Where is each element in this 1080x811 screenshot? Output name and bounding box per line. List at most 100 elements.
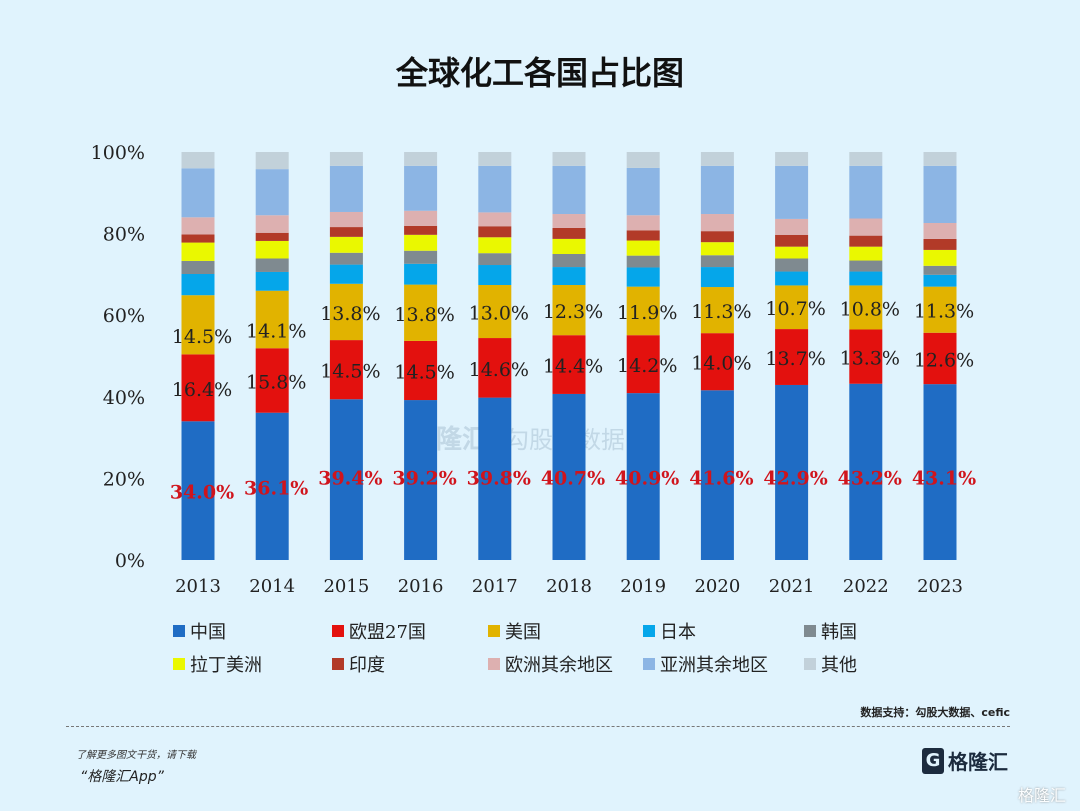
bar-segment bbox=[552, 393, 586, 560]
bar-segment bbox=[329, 165, 363, 212]
data-label: 10.7% bbox=[765, 298, 825, 320]
x-tick-label: 2015 bbox=[323, 576, 369, 597]
data-label: 39.2% bbox=[392, 467, 456, 489]
bar-segment bbox=[552, 254, 586, 268]
bar-segment bbox=[626, 335, 660, 394]
bar-segment bbox=[700, 255, 734, 268]
bar-segment bbox=[552, 335, 586, 394]
data-label: 40.7% bbox=[541, 467, 605, 489]
data-label: 14.5% bbox=[394, 361, 454, 383]
logo-text: 格隆汇 bbox=[948, 750, 1008, 774]
legend-swatch bbox=[173, 625, 185, 637]
bar-segment bbox=[404, 250, 438, 264]
corner-watermark: 格隆汇 bbox=[1018, 786, 1067, 805]
bar-segment bbox=[775, 165, 809, 219]
bar-segment bbox=[552, 227, 586, 239]
bar-segment bbox=[181, 217, 215, 235]
bar-segment bbox=[923, 165, 957, 223]
data-label: 12.3% bbox=[543, 301, 603, 323]
x-tick-label: 2023 bbox=[917, 576, 963, 597]
bar-segment bbox=[329, 399, 363, 560]
bar-segment bbox=[775, 246, 809, 259]
y-tick-label: 40% bbox=[103, 387, 145, 409]
bar-segment bbox=[552, 285, 586, 336]
bar-segment bbox=[404, 165, 438, 211]
x-tick-label: 2018 bbox=[546, 576, 592, 597]
bar-segment bbox=[181, 295, 215, 355]
bar-segment bbox=[626, 230, 660, 241]
data-label: 13.3% bbox=[840, 348, 900, 370]
bar-segment bbox=[923, 274, 957, 287]
bar-segment bbox=[923, 152, 957, 166]
bar-segment bbox=[478, 212, 512, 227]
bar-segment bbox=[478, 265, 512, 286]
promo-text: 了解更多图文干货，请下载 bbox=[76, 750, 196, 761]
legend-swatch bbox=[332, 625, 344, 637]
bar-segment bbox=[404, 263, 438, 285]
data-label: 14.5% bbox=[320, 361, 380, 383]
bar-segment bbox=[181, 273, 215, 296]
data-label: 15.8% bbox=[246, 371, 306, 393]
bar-segment bbox=[700, 231, 734, 243]
bar-segment bbox=[181, 260, 215, 274]
legend-swatch bbox=[643, 625, 655, 637]
legend-swatch bbox=[643, 658, 655, 670]
bar-segment bbox=[478, 397, 512, 560]
bar-segment bbox=[849, 152, 883, 166]
data-label: 13.0% bbox=[469, 303, 529, 325]
data-label: 12.6% bbox=[914, 349, 974, 371]
bar-segment bbox=[700, 165, 734, 215]
bar-segment bbox=[552, 214, 586, 228]
bar-segment bbox=[404, 340, 438, 401]
bar-segment bbox=[626, 152, 660, 168]
data-label: 41.6% bbox=[689, 467, 753, 489]
x-tick-label: 2022 bbox=[843, 576, 889, 597]
data-label: 13.7% bbox=[765, 348, 825, 370]
legend-label: 韩国 bbox=[821, 622, 857, 643]
bar-segment bbox=[181, 168, 215, 218]
bar-segment bbox=[923, 222, 957, 239]
bar-segment bbox=[700, 152, 734, 166]
bar-segment bbox=[923, 286, 957, 333]
bar-segment bbox=[255, 240, 289, 259]
data-label: 40.9% bbox=[615, 467, 679, 489]
bar-segment bbox=[255, 258, 289, 272]
promo-app-name: “格隆汇App” bbox=[80, 769, 164, 785]
bar-segment bbox=[775, 285, 809, 330]
data-label: 14.2% bbox=[617, 355, 677, 377]
legend-label: 中国 bbox=[190, 622, 226, 643]
legend-label: 其他 bbox=[821, 655, 857, 676]
bar-segment bbox=[181, 354, 215, 422]
bar-segment bbox=[775, 329, 809, 385]
bar-segment bbox=[478, 285, 512, 339]
legend-label: 欧盟27国 bbox=[349, 622, 426, 643]
bar-segment bbox=[626, 286, 660, 336]
bar-segment bbox=[923, 249, 957, 266]
data-label: 16.4% bbox=[172, 379, 232, 401]
bar-segment bbox=[478, 237, 512, 254]
legend-swatch bbox=[332, 658, 344, 670]
bar-segment bbox=[404, 400, 438, 560]
bar-segment bbox=[329, 340, 363, 400]
bar-segment bbox=[923, 384, 957, 560]
bar-segment bbox=[404, 225, 438, 235]
data-label: 10.8% bbox=[840, 298, 900, 320]
bar-segment bbox=[255, 152, 289, 170]
legend-swatch bbox=[488, 658, 500, 670]
data-label: 14.0% bbox=[691, 353, 751, 375]
data-label: 13.8% bbox=[320, 303, 380, 325]
bar-segment bbox=[552, 152, 586, 166]
bar-segment bbox=[181, 234, 215, 243]
data-label: 11.3% bbox=[914, 301, 974, 323]
data-label: 39.4% bbox=[318, 467, 382, 489]
data-source: 数据支持：勾股大数据、cefic bbox=[860, 706, 1010, 719]
bar-segment bbox=[181, 152, 215, 169]
data-label: 13.8% bbox=[394, 304, 454, 326]
bar-segment bbox=[255, 412, 289, 560]
y-tick-label: 60% bbox=[103, 305, 145, 327]
bar-segment bbox=[478, 152, 512, 166]
bar-segment bbox=[255, 271, 289, 291]
bar-segment bbox=[849, 218, 883, 236]
data-label: 34.0% bbox=[170, 481, 234, 503]
data-label: 14.6% bbox=[469, 359, 529, 381]
